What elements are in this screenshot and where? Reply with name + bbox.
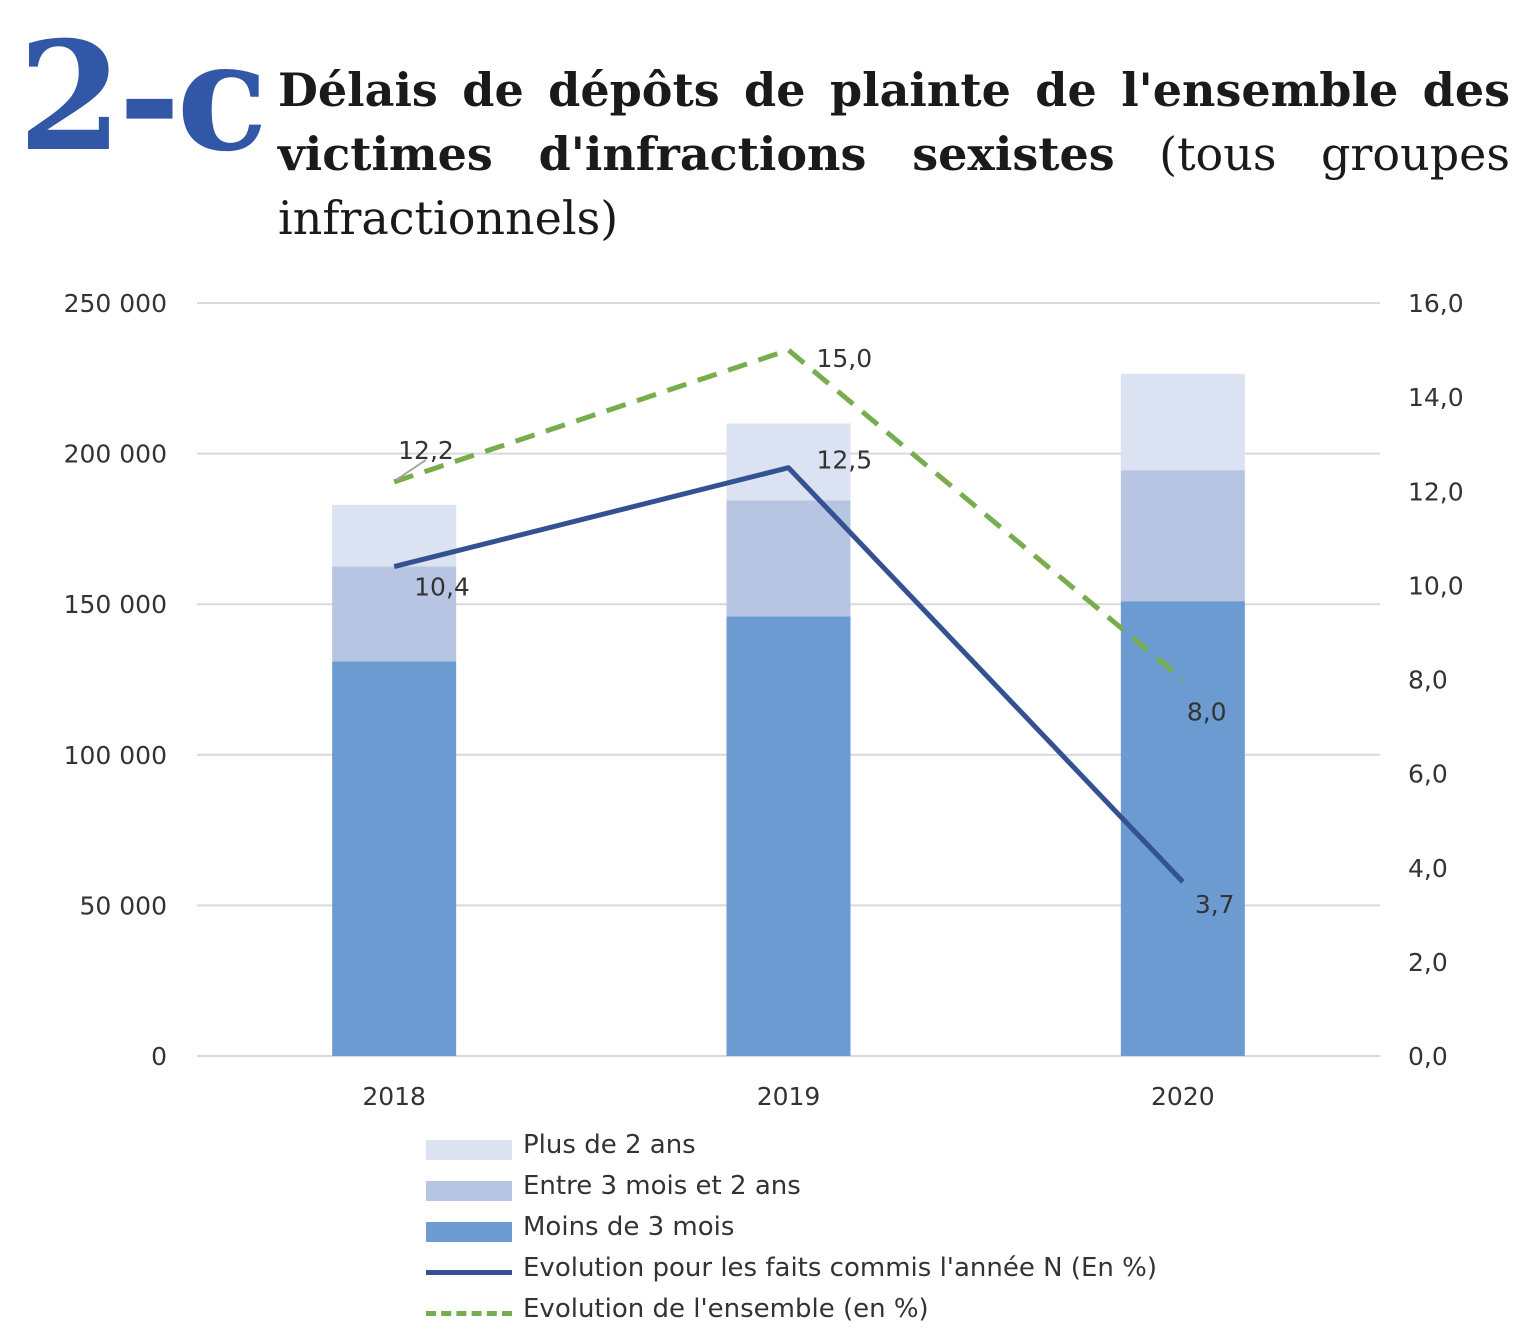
line-evolution-n	[393, 465, 1185, 884]
y-left-tick-label: 150 000	[64, 590, 167, 619]
legend-label-evolution-n: Evolution pour les faits commis l'année …	[523, 1253, 1157, 1283]
bar-segment	[1120, 470, 1245, 602]
y-right-tick-label: 4,0	[1408, 854, 1448, 883]
x-tick-label: 2018	[362, 1082, 426, 1111]
legend-label-evolution-ensemble: Evolution de l'ensemble (en %)	[523, 1294, 929, 1324]
y-right-tick-label: 0,0	[1408, 1042, 1448, 1071]
data-label: 8,0	[1187, 698, 1227, 727]
data-label: 10,4	[414, 573, 470, 602]
data-label: 12,5	[817, 446, 873, 475]
y-right-tick-label: 14,0	[1408, 383, 1464, 412]
y-right-tick-label: 2,0	[1408, 948, 1448, 977]
legend-label-entre-3-mois-2-ans: Entre 3 mois et 2 ans	[523, 1171, 801, 1201]
x-tick-label: 2020	[1151, 1082, 1215, 1111]
y-right-tick-label: 16,0	[1408, 289, 1464, 318]
chart-title: Délais de dépôts de plainte de l'ensembl…	[278, 58, 1510, 250]
y-left-tick-label: 200 000	[64, 440, 167, 469]
legend-swatch-moins-3-mois	[426, 1222, 512, 1242]
legend-swatch-plus-2-ans	[426, 1140, 512, 1160]
chart-title-bold: Délais de dépôts de plainte de l'ensembl…	[278, 63, 1510, 181]
y-left-tick-label: 50 000	[80, 891, 167, 920]
y-right-tick-label: 10,0	[1408, 571, 1464, 600]
bar-segment	[726, 500, 851, 617]
bar-segment	[726, 423, 851, 501]
y-left-tick-label: 0	[151, 1042, 167, 1071]
line-evolution-ensemble	[393, 347, 1185, 682]
bar-segment	[332, 661, 457, 1056]
bar-segment	[1120, 373, 1245, 471]
bar-segment	[1120, 601, 1245, 1056]
data-label: 3,7	[1195, 890, 1235, 919]
data-label: 15,0	[817, 344, 873, 373]
legend-label-moins-3-mois: Moins de 3 mois	[523, 1212, 735, 1242]
legend-label-plus-2-ans: Plus de 2 ans	[523, 1130, 696, 1160]
bar-segment	[726, 616, 851, 1056]
chart-title-normal: (tous groupes infractionnels)	[278, 127, 1510, 245]
y-left-tick-label: 250 000	[64, 289, 167, 318]
y-right-tick-label: 8,0	[1408, 666, 1448, 695]
figure-number: 2-c	[18, 9, 268, 185]
legend-line-evolution-ensemble	[426, 1311, 512, 1316]
data-label-leader	[395, 459, 427, 481]
y-right-tick-label: 6,0	[1408, 760, 1448, 789]
x-tick-label: 2019	[757, 1082, 821, 1111]
legend-line-evolution-n	[426, 1270, 512, 1275]
bar-segment	[332, 566, 457, 662]
chart: 0 50 000 100 000 150 000 200 000 250 000 0,0 2,…	[64, 289, 1464, 1111]
y-left-tick-label: 100 000	[64, 741, 167, 770]
y-right-tick-label: 12,0	[1408, 477, 1464, 506]
legend-swatch-entre-3-mois-2-ans	[426, 1181, 512, 1201]
